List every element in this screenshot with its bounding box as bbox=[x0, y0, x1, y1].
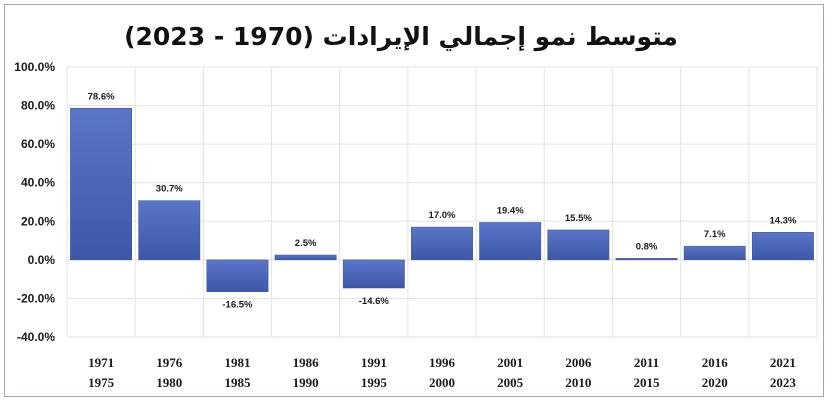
x-tick-label-end: 1990 bbox=[293, 375, 319, 390]
bar bbox=[479, 222, 542, 261]
y-tick-label: 20.0% bbox=[21, 214, 55, 228]
bar bbox=[138, 200, 201, 261]
y-tick-label: 60.0% bbox=[21, 137, 55, 151]
data-labels: 78.6% 30.7% -16.5% 2.5% -14.6% 17.0% 19.4% 15.5… bbox=[88, 91, 797, 310]
x-tick-label-end: 1995 bbox=[361, 375, 388, 390]
data-label: 19.4% bbox=[497, 205, 524, 216]
x-tick-label-start: 2011 bbox=[634, 355, 659, 370]
x-tick-label-start: 1991 bbox=[361, 355, 387, 370]
data-label: 17.0% bbox=[429, 210, 456, 221]
x-tick-label-start: 1981 bbox=[224, 355, 250, 370]
data-label: 14.3% bbox=[769, 215, 796, 226]
data-label: 2.5% bbox=[295, 238, 317, 249]
x-tick-label-end: 1975 bbox=[88, 375, 115, 390]
x-tick-label-start: 2006 bbox=[565, 355, 592, 370]
x-tick-label-start: 1986 bbox=[293, 355, 320, 370]
data-label: -14.6% bbox=[359, 296, 390, 307]
x-tick-label-start: 2001 bbox=[497, 355, 523, 370]
bar bbox=[615, 258, 678, 261]
x-tick-label-start: 2021 bbox=[770, 355, 796, 370]
x-tick-label-end: 2010 bbox=[565, 375, 591, 390]
revenue-growth-chart: متوسط نمو إجمالي الإيرادات (1970 - 2023)… bbox=[14, 22, 818, 390]
x-axis: 1971 1975 1976 1980 1981 1985 1986 1990 1991 1995… bbox=[88, 355, 796, 390]
y-tick-label: -40.0% bbox=[17, 330, 55, 344]
bar bbox=[70, 108, 133, 261]
x-tick-label-start: 1996 bbox=[429, 355, 456, 370]
bar bbox=[547, 229, 610, 261]
y-tick-label: 40.0% bbox=[21, 176, 55, 190]
x-tick-label-end: 2023 bbox=[770, 375, 797, 390]
data-label: 7.1% bbox=[704, 229, 726, 240]
bar bbox=[206, 259, 269, 292]
y-tick-label: 0.0% bbox=[28, 253, 56, 267]
x-tick-label-end: 2020 bbox=[702, 375, 728, 390]
chart-frame: متوسط نمو إجمالي الإيرادات (1970 - 2023)… bbox=[4, 4, 824, 397]
bar bbox=[751, 232, 814, 261]
x-tick-label-end: 1980 bbox=[156, 375, 182, 390]
x-tick-label-end: 2005 bbox=[497, 375, 524, 390]
data-label: 15.5% bbox=[565, 213, 592, 224]
bar bbox=[683, 245, 746, 261]
data-label: -16.5% bbox=[222, 300, 253, 311]
bar bbox=[274, 254, 337, 261]
y-tick-label: 80.0% bbox=[21, 99, 55, 113]
x-tick-label-end: 1985 bbox=[224, 375, 251, 390]
x-tick-label-start: 1971 bbox=[88, 355, 114, 370]
y-tick-label: -20.0% bbox=[17, 291, 55, 305]
bars bbox=[70, 108, 814, 292]
chart-title: متوسط نمو إجمالي الإيرادات (1970 - 2023) bbox=[124, 22, 678, 52]
data-label: 30.7% bbox=[156, 184, 183, 195]
bar bbox=[342, 259, 405, 289]
x-tick-label-start: 2016 bbox=[702, 355, 729, 370]
bar bbox=[411, 226, 473, 261]
x-tick-label-end: 2015 bbox=[634, 375, 661, 390]
x-tick-label-start: 1976 bbox=[156, 355, 183, 370]
data-label: 78.6% bbox=[88, 91, 115, 102]
x-tick-label-end: 2000 bbox=[429, 375, 455, 390]
y-tick-label: 100.0% bbox=[14, 60, 55, 74]
data-label: 0.8% bbox=[636, 241, 658, 252]
y-axis: 100.0% 80.0% 60.0% 40.0% 20.0% 0.0% -20.0% -40.… bbox=[14, 60, 55, 344]
